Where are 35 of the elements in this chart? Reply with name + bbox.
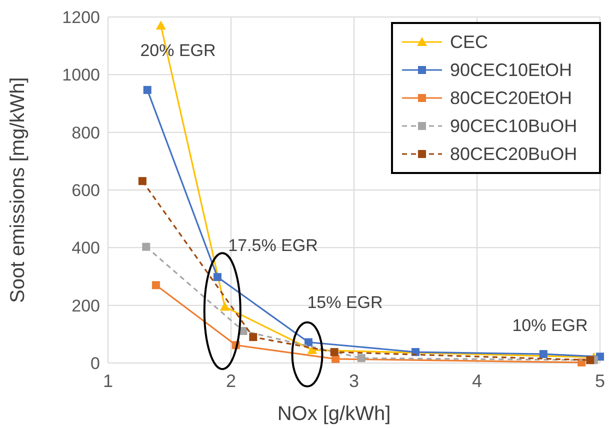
y-tick-label: 200 <box>72 296 100 316</box>
legend-label: CEC <box>450 32 488 52</box>
point <box>220 302 230 311</box>
point <box>156 20 166 30</box>
x-axis-title: NOx [g/kWh] <box>277 403 391 425</box>
point <box>304 338 312 346</box>
y-tick-label: 400 <box>72 238 100 258</box>
legend-label: 90CEC10BuOH <box>450 116 578 136</box>
annotation: 15% EGR <box>307 293 383 312</box>
x-tick-label: 4 <box>472 371 482 391</box>
x-tick-label: 3 <box>348 371 360 391</box>
x-tick-label: 2 <box>226 371 236 391</box>
legend-label: 80CEC20BuOH <box>450 144 578 164</box>
y-tick-label: 800 <box>72 123 100 142</box>
point <box>539 350 548 358</box>
point <box>138 177 146 186</box>
y-tick-label: 1000 <box>62 66 100 85</box>
annotation: 17.5% EGR <box>228 236 318 255</box>
x-tick-label: 5 <box>594 371 606 391</box>
legend-label: 90CEC10EtOH <box>450 60 572 80</box>
point <box>142 242 150 251</box>
annotation: 10% EGR <box>512 316 588 335</box>
point <box>330 348 338 356</box>
y-tick-label: 1200 <box>62 8 100 27</box>
point <box>249 333 258 342</box>
point <box>213 273 222 282</box>
point <box>357 354 366 362</box>
x-tick-label: 1 <box>102 371 114 391</box>
point <box>143 86 152 94</box>
y-axis-title: Soot emissions [mg/kWh] <box>7 77 29 303</box>
y-tick-label: 600 <box>72 181 100 200</box>
point <box>586 356 594 364</box>
y-tick-label: 0 <box>90 354 100 373</box>
legend-label: 80CEC20EtOH <box>450 88 572 108</box>
point <box>152 281 160 290</box>
